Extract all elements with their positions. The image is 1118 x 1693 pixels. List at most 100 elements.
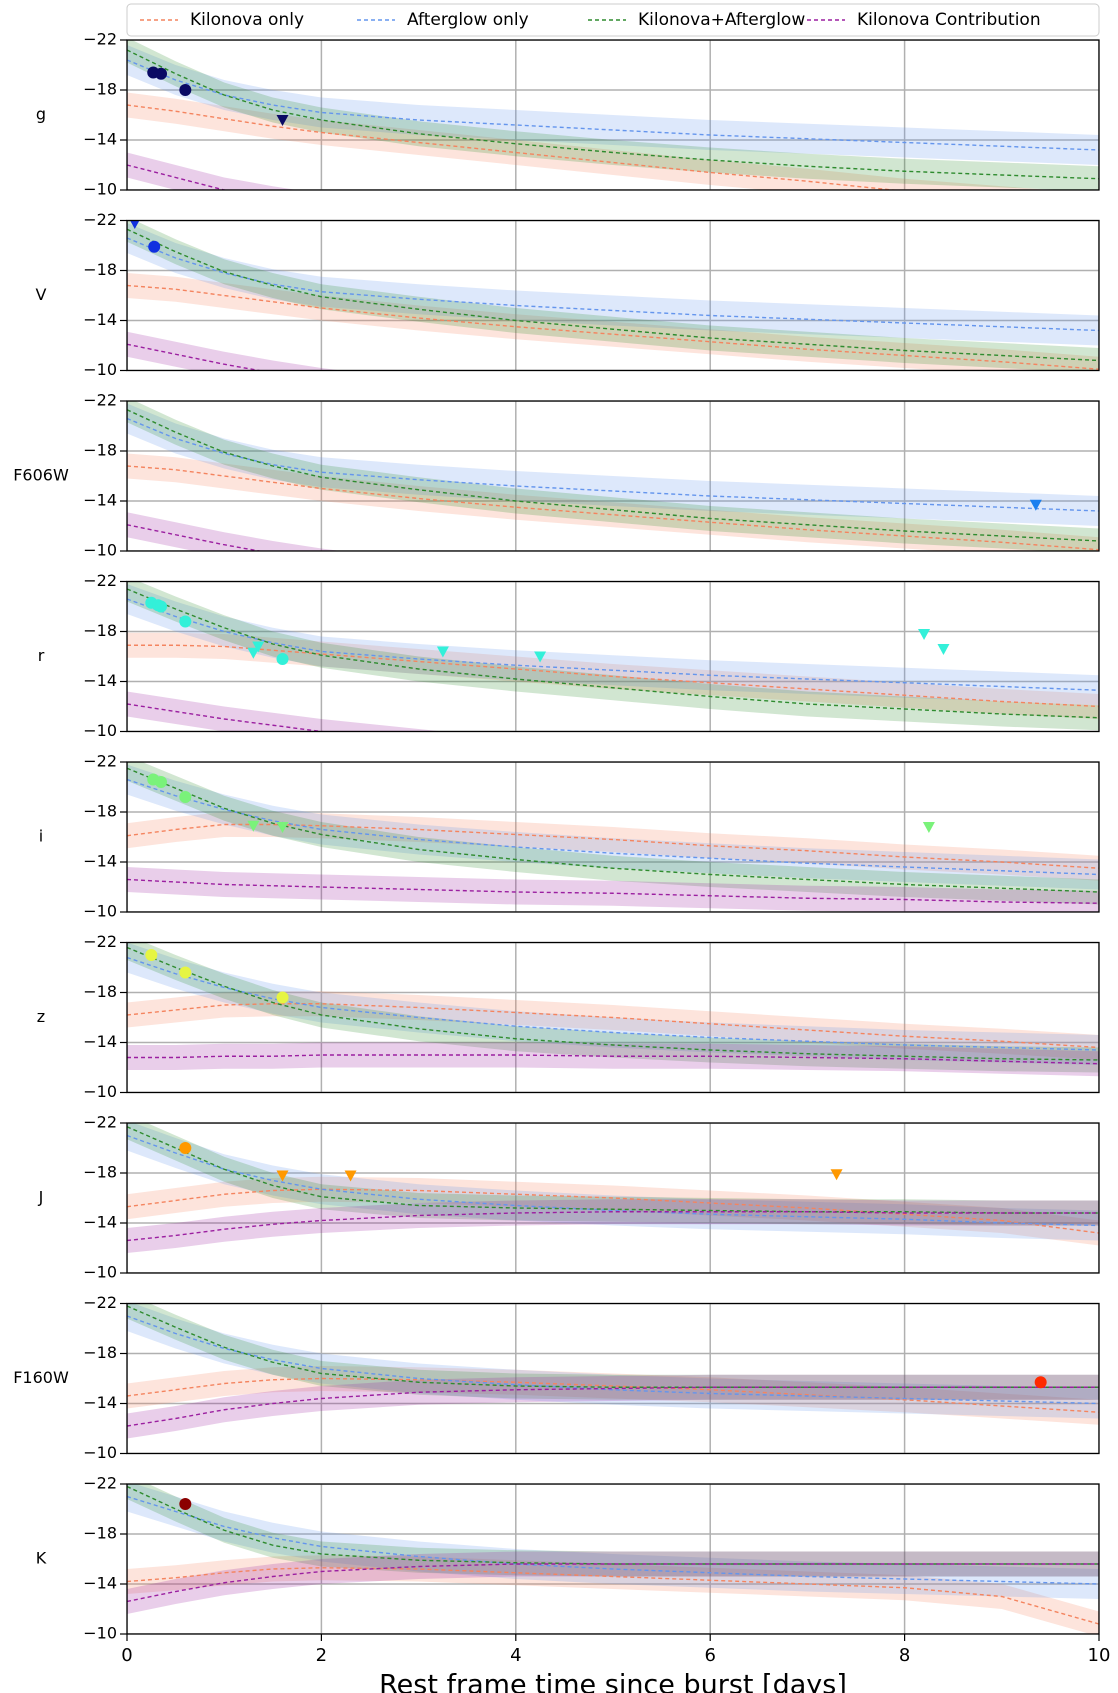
upper-limit-marker bbox=[276, 115, 289, 126]
uncertainty-band bbox=[127, 1484, 1099, 1599]
band-label: J bbox=[38, 1188, 44, 1207]
upper-limit-marker bbox=[252, 641, 265, 653]
uncertainty-band bbox=[127, 1042, 1099, 1077]
uncertainty-band bbox=[127, 812, 1099, 881]
uncertainty-band bbox=[127, 691, 443, 732]
x-tick-label: 8 bbox=[899, 1645, 910, 1666]
upper-limit-marker bbox=[247, 820, 260, 832]
plot-area bbox=[127, 1484, 1099, 1634]
model-line bbox=[127, 823, 1099, 869]
y-tick-label: −22 bbox=[83, 1474, 117, 1493]
model-line bbox=[127, 1134, 1099, 1227]
uncertainty-band bbox=[127, 1374, 1099, 1439]
uncertainty-band bbox=[127, 632, 1099, 719]
band-label: F160W bbox=[13, 1368, 69, 1387]
model-line bbox=[127, 59, 1099, 151]
axes-frame bbox=[126, 400, 1100, 552]
model-line bbox=[127, 1054, 1099, 1065]
model-line bbox=[127, 1567, 1099, 1625]
plot-area bbox=[127, 762, 1099, 912]
upper-limit-marker bbox=[276, 1170, 289, 1182]
legend-label: Kilonova+Afterglow bbox=[638, 10, 805, 30]
y-tick-label: −14 bbox=[83, 1213, 117, 1232]
uncertainty-band bbox=[127, 1176, 1099, 1246]
y-tick-label: −14 bbox=[83, 1393, 117, 1412]
upper-limit-marker bbox=[1029, 499, 1042, 511]
y-tick-label: −18 bbox=[83, 1343, 117, 1362]
detection-marker bbox=[179, 966, 192, 979]
band-label: K bbox=[36, 1549, 47, 1568]
model-line bbox=[127, 228, 1099, 362]
model-line bbox=[127, 946, 1099, 1061]
x-tick-label: 6 bbox=[704, 1645, 715, 1666]
y-tick-label: −22 bbox=[83, 210, 117, 229]
x-tick-label: 0 bbox=[121, 1645, 132, 1666]
uncertainty-band bbox=[127, 1551, 1099, 1614]
model-line bbox=[127, 778, 1099, 876]
y-tick-label: −10 bbox=[83, 1263, 117, 1282]
uncertainty-band bbox=[127, 45, 1099, 165]
uncertainty-band bbox=[127, 1484, 1099, 1577]
upper-limit-marker bbox=[344, 1170, 357, 1182]
y-tick-label: −10 bbox=[83, 180, 117, 199]
model-line bbox=[127, 1485, 1099, 1565]
upper-limit-marker bbox=[534, 651, 547, 663]
model-line bbox=[127, 644, 1099, 708]
y-tick-label: −14 bbox=[83, 491, 117, 510]
uncertainty-band bbox=[127, 581, 1099, 731]
detection-marker bbox=[179, 791, 192, 803]
uncertainty-band bbox=[127, 453, 1099, 551]
detection-marker bbox=[148, 240, 161, 253]
y-tick-label: −10 bbox=[83, 1624, 117, 1643]
upper-limit-marker bbox=[937, 644, 950, 655]
uncertainty-band bbox=[127, 942, 1099, 1065]
detection-marker bbox=[179, 615, 192, 628]
detection-marker bbox=[179, 1498, 192, 1510]
upper-limit-marker bbox=[130, 220, 140, 229]
uncertainty-band bbox=[127, 942, 1099, 1073]
y-tick-label: −22 bbox=[83, 30, 117, 49]
y-tick-label: −22 bbox=[83, 1113, 117, 1132]
upper-limit-marker bbox=[247, 647, 260, 659]
model-line bbox=[127, 237, 1099, 332]
legend-label: Kilonova Contribution bbox=[857, 10, 1041, 30]
y-tick-label: −14 bbox=[83, 1574, 117, 1593]
legend-label: Afterglow only bbox=[407, 10, 529, 30]
uncertainty-band bbox=[127, 331, 341, 371]
uncertainty-band bbox=[127, 1123, 1099, 1226]
uncertainty-band bbox=[127, 867, 1099, 912]
plot-area bbox=[127, 401, 1099, 551]
uncertainty-band bbox=[127, 584, 1099, 706]
y-tick-label: −14 bbox=[83, 852, 117, 871]
band-label: i bbox=[39, 827, 43, 846]
legend-label: Kilonova only bbox=[190, 10, 304, 30]
model-line bbox=[127, 1211, 1099, 1242]
detection-marker bbox=[155, 776, 168, 788]
y-tick-label: −14 bbox=[83, 130, 117, 149]
model-line bbox=[127, 1126, 1099, 1214]
y-tick-label: −22 bbox=[83, 1293, 117, 1312]
model-line bbox=[127, 1315, 1099, 1405]
upper-limit-marker bbox=[276, 822, 289, 833]
model-line bbox=[127, 465, 1099, 551]
plot-area bbox=[127, 220, 1099, 371]
band-label: g bbox=[36, 105, 46, 124]
x-tick-label: 10 bbox=[1088, 1645, 1111, 1666]
y-tick-label: −14 bbox=[83, 310, 117, 329]
model-line bbox=[127, 524, 263, 551]
y-tick-label: −22 bbox=[83, 932, 117, 951]
model-line bbox=[127, 284, 1099, 370]
axes-frame bbox=[126, 1483, 1100, 1635]
uncertainty-band bbox=[127, 762, 1099, 905]
y-tick-label: −22 bbox=[83, 752, 117, 771]
model-line bbox=[127, 956, 1099, 1051]
axes-frame bbox=[126, 761, 1100, 913]
uncertainty-band bbox=[127, 1555, 1099, 1634]
y-tick-label: −18 bbox=[83, 1163, 117, 1182]
plot-area bbox=[127, 1303, 1099, 1454]
model-line bbox=[127, 49, 1099, 180]
y-tick-label: −10 bbox=[83, 1082, 117, 1101]
model-line bbox=[127, 767, 1099, 893]
y-tick-label: −18 bbox=[83, 441, 117, 460]
y-tick-label: −22 bbox=[83, 391, 117, 410]
